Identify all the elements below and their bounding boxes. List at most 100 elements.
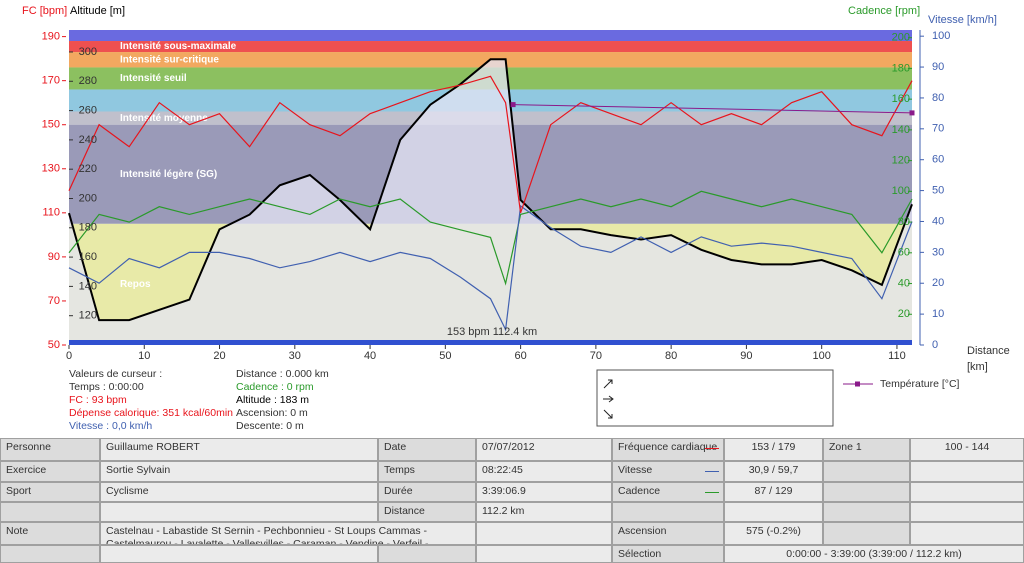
axis-title: Altitude [m] [70,5,125,17]
tick-label: 60 [932,154,944,166]
table-cell [823,461,910,482]
table-cell [910,522,1024,545]
tick-label: 180 [79,222,97,234]
tick-label: 240 [79,134,97,146]
altitude-area [69,59,912,341]
table-cell: Zone 1 [823,438,910,461]
tick-label: 90 [932,61,944,73]
x-tick-label: 110 [888,350,906,362]
tick-label: 80 [898,216,910,228]
x-tick-label: 100 [812,350,830,362]
table-cell: Durée [378,482,476,502]
x-tick-label: 50 [439,350,451,362]
cursor-value: Temps : 0:00:00 [69,381,144,393]
table-cell: 87 / 129 [724,482,823,502]
table-cell: Distance [378,502,476,522]
tick-label: 30 [932,246,944,258]
tick-label: 170 [42,75,60,87]
table-cell: Date [378,438,476,461]
tick-label: 300 [79,46,97,58]
table-cell: Sélection [612,545,724,563]
temperature-point [909,110,915,116]
cursor-value: FC : 93 bpm [69,394,127,406]
table-cell: Exercice [0,461,100,482]
cursor-value: Distance : 0.000 km [236,368,329,380]
axis-title: Cadence [rpm] [848,5,920,17]
series-line [68,190,913,286]
table-cell: 08:22:45 [476,461,612,482]
tick-label: 50 [48,339,60,351]
summary-icons [603,379,614,419]
cursor-value: Dépense calorique: 351 kcal/60min [69,407,233,419]
cursor-value: Descente: 0 m [236,420,304,432]
legend-label: Température [°C] [880,378,960,390]
tick-label: 200 [892,32,910,44]
cursor-value: Valeurs de curseur : [69,368,162,380]
table-cell: Note [0,522,100,545]
table-cell: Sortie Sylvain [100,461,378,482]
table-cell: 153 / 179 [724,438,823,461]
x-tick-label: 60 [514,350,526,362]
table-cell [0,502,100,522]
x-tick-label: 80 [665,350,677,362]
tick-label: 50 [932,184,944,196]
table-cell: Castelnau - Labastide St Sernin - Pechbo… [100,522,476,545]
table-cell: Fréquence cardiaque [612,438,724,461]
x-tick-label: 70 [590,350,602,362]
temperature-point [510,102,516,108]
summary-box [596,369,834,427]
tick-label: 110 [42,207,60,219]
table-cell [476,545,612,563]
table-cell: 30,9 / 59,7 [724,461,823,482]
tick-label: 140 [892,124,910,136]
table-cell [823,502,910,522]
tick-label: 280 [79,75,97,87]
tick-label: 200 [79,192,97,204]
legend-dash [705,492,719,493]
zone-label: Intensité moyenne [120,113,208,124]
tick-label: 80 [932,92,944,104]
table-cell: 07/07/2012 [476,438,612,461]
series-line [68,75,913,213]
tick-label: 0 [932,339,938,351]
cursor-value: Ascension: 0 m [236,407,308,419]
tick-label: 100 [892,185,910,197]
zone-label: Intensité légère (SG) [120,169,217,180]
zone-label: Intensité sous-maximale [120,41,237,52]
legend-dash [705,471,719,472]
chart: Intensité sous-maximale Intensité sur-cri… [22,5,1010,432]
tick-label: 20 [898,308,910,320]
cursor-value: Vitesse : 0,0 km/h [69,420,152,432]
tick-label: 160 [79,251,97,263]
tick-label: 10 [932,308,944,320]
tick-label: 20 [932,277,944,289]
table-cell: 575 (-0.2%) [724,522,823,545]
table-cell [910,482,1024,502]
legend-dash [705,448,719,449]
zone-label: Intensité sur-critique [120,54,219,65]
x-tick-label: 0 [66,350,72,362]
tick-label: 140 [79,280,97,292]
tick-label: 260 [79,104,97,116]
table-cell [100,502,378,522]
table-cell: Vitesse [612,461,724,482]
table-cell [612,502,724,522]
x-tick-label: 30 [289,350,301,362]
table-cell: Temps [378,461,476,482]
tick-label: 150 [42,119,60,131]
table-cell: 112.2 km [476,502,612,522]
table-cell: 100 - 144 [910,438,1024,461]
table-cell [823,522,910,545]
zone-label: Intensité seuil [120,73,187,84]
zone-label: Repos [120,279,151,290]
table-cell [0,545,100,563]
table-cell [724,502,823,522]
tick-label: 190 [42,31,60,43]
table-cell: Guillaume ROBERT [100,438,378,461]
table-cell: Cyclisme [100,482,378,502]
tick-label: 220 [79,163,97,175]
table-cell [910,502,1024,522]
table-cell: 3:39:06.9 [476,482,612,502]
tick-label: 70 [932,123,944,135]
series-line [68,204,913,332]
